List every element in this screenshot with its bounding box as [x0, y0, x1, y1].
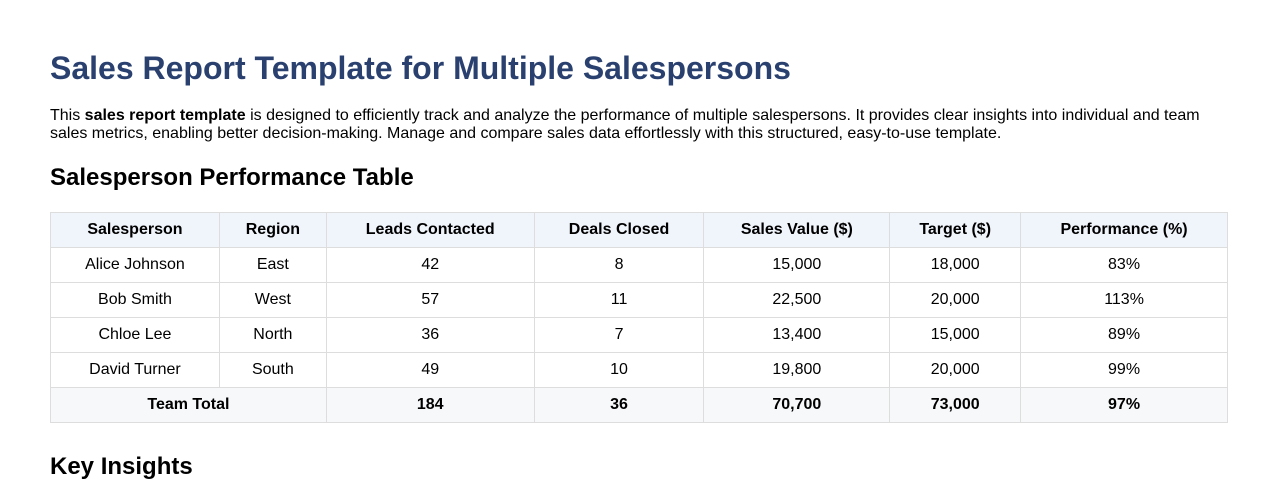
column-header-target: Target ($)	[889, 212, 1022, 248]
cell-sales-value: 13,400	[703, 317, 891, 353]
team-total-label: Team Total	[50, 387, 327, 423]
cell-performance: 89%	[1020, 317, 1228, 353]
cell-sales-value: 22,500	[703, 282, 891, 318]
cell-sales-value: 19,800	[703, 352, 891, 388]
cell-performance: 113%	[1020, 282, 1228, 318]
total-sales-value: 70,700	[703, 387, 891, 423]
cell-leads-contacted: 57	[325, 282, 535, 318]
column-header-region: Region	[218, 212, 327, 248]
intro-paragraph: This sales report template is designed t…	[50, 107, 1228, 143]
cell-deals-closed: 7	[533, 317, 705, 353]
cell-salesperson: Chloe Lee	[50, 317, 220, 353]
cell-leads-contacted: 36	[325, 317, 535, 353]
intro-text-end: is designed to efficiently track and ana…	[50, 107, 1200, 142]
table-row: Chloe Lee North 36 7 13,400 15,000 89%	[50, 317, 1228, 353]
table-row: Alice Johnson East 42 8 15,000 18,000 83…	[50, 247, 1228, 283]
cell-region: East	[218, 247, 327, 283]
cell-target: 18,000	[889, 247, 1022, 283]
cell-target: 15,000	[889, 317, 1022, 353]
table-row: Bob Smith West 57 11 22,500 20,000 113%	[50, 282, 1228, 318]
team-total-row: Team Total 184 36 70,700 73,000 97%	[50, 387, 1228, 423]
cell-deals-closed: 10	[533, 352, 705, 388]
key-insights-heading: Key Insights	[50, 453, 193, 480]
cell-region: North	[218, 317, 327, 353]
cell-salesperson: Alice Johnson	[50, 247, 220, 283]
column-header-performance: Performance (%)	[1020, 212, 1228, 248]
cell-performance: 99%	[1020, 352, 1228, 388]
cell-deals-closed: 11	[533, 282, 705, 318]
column-header-sales-value: Sales Value ($)	[703, 212, 891, 248]
table-header-row: Salesperson Region Leads Contacted Deals…	[50, 212, 1228, 248]
cell-region: West	[218, 282, 327, 318]
cell-deals-closed: 8	[533, 247, 705, 283]
cell-leads-contacted: 49	[325, 352, 535, 388]
cell-target: 20,000	[889, 282, 1022, 318]
salesperson-performance-table: Salesperson Region Leads Contacted Deals…	[50, 212, 1228, 423]
column-header-deals-closed: Deals Closed	[533, 212, 705, 248]
cell-salesperson: Bob Smith	[50, 282, 220, 318]
cell-performance: 83%	[1020, 247, 1228, 283]
total-performance: 97%	[1020, 387, 1228, 423]
cell-leads-contacted: 42	[325, 247, 535, 283]
intro-bold-term: sales report template	[84, 107, 246, 124]
cell-salesperson: David Turner	[50, 352, 220, 388]
page-title: Sales Report Template for Multiple Sales…	[50, 50, 791, 86]
total-deals-closed: 36	[533, 387, 705, 423]
total-target: 73,000	[889, 387, 1022, 423]
total-leads-contacted: 184	[325, 387, 535, 423]
column-header-salesperson: Salesperson	[50, 212, 220, 248]
intro-text-start: This	[50, 107, 85, 124]
cell-target: 20,000	[889, 352, 1022, 388]
cell-region: South	[218, 352, 327, 388]
performance-table-heading: Salesperson Performance Table	[50, 164, 414, 191]
table-row: David Turner South 49 10 19,800 20,000 9…	[50, 352, 1228, 388]
cell-sales-value: 15,000	[703, 247, 891, 283]
column-header-leads-contacted: Leads Contacted	[325, 212, 535, 248]
